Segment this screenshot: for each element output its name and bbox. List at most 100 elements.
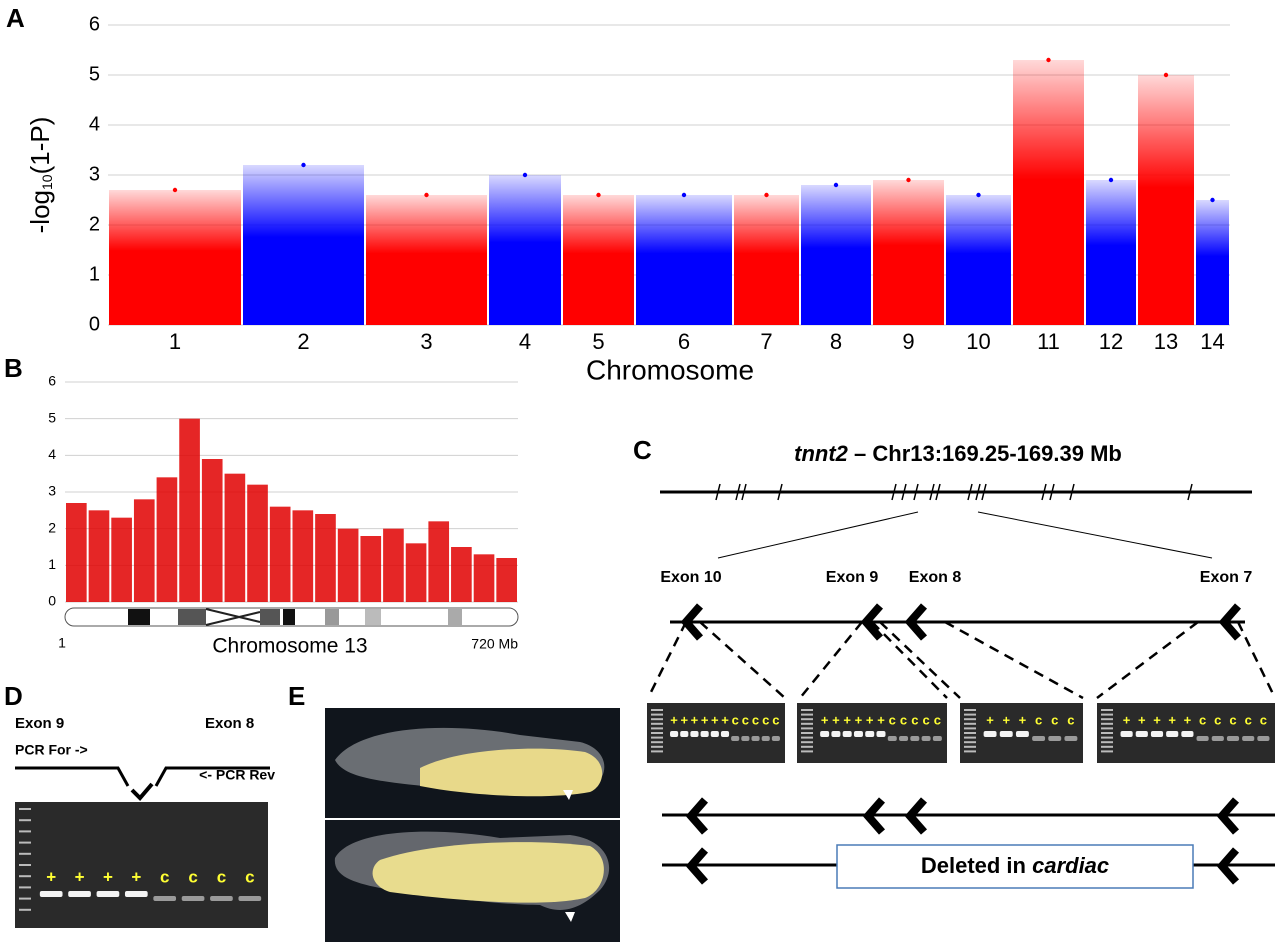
panel-letter: C: [633, 435, 652, 465]
lane-label: +: [1138, 712, 1146, 727]
y-tick-label: 5: [89, 63, 100, 85]
bin-bar: [428, 521, 450, 602]
lane-label: +: [843, 712, 851, 727]
gel-band: [1211, 736, 1224, 741]
lane-label: c: [762, 712, 769, 727]
bin-bar: [66, 503, 87, 602]
lane-label: +: [821, 712, 829, 727]
ladder-band: [19, 808, 31, 810]
y-tick-label: 3: [48, 483, 56, 499]
gel-band: [853, 731, 863, 737]
lane-label: c: [1051, 712, 1058, 727]
gel-band: [720, 731, 730, 737]
gel-band: [210, 896, 233, 901]
x-tick-label: 5: [592, 329, 604, 354]
gel-band: [731, 736, 740, 741]
ladder-band: [1101, 722, 1113, 725]
ladder-band: [651, 718, 663, 721]
lane-label: +: [46, 867, 56, 886]
chromosome-points: [489, 175, 561, 325]
peak-point: [1108, 177, 1114, 183]
bin-bar: [224, 473, 246, 602]
gel-band: [181, 896, 205, 901]
lane-label: +: [877, 712, 885, 727]
gel-band: [1166, 731, 1179, 737]
gel-band: [910, 736, 920, 741]
y-label-part: -log: [25, 190, 55, 233]
y-axis-label: -log10(1-P): [25, 117, 55, 234]
bin-bar: [383, 528, 404, 602]
x-tick-label: 14: [1200, 329, 1224, 354]
lane-label: c: [1229, 712, 1236, 727]
ladder-band: [1101, 713, 1113, 716]
gel-band: [876, 731, 886, 737]
gel-band: [1120, 731, 1133, 737]
peak-point: [424, 192, 429, 198]
exon-label: Exon 9: [15, 715, 64, 732]
gel-band: [124, 891, 148, 897]
bin-bar: [201, 459, 223, 602]
chromosome-points: [366, 195, 487, 325]
deletion-label: Deleted in cardiac: [921, 853, 1109, 878]
lane-label: +: [1168, 712, 1176, 727]
gel-band: [1196, 736, 1209, 741]
ladder-band: [1101, 727, 1113, 730]
lane-label: +: [986, 712, 994, 727]
ladder-band: [801, 736, 813, 739]
ladder-band: [964, 727, 976, 730]
ladder-band: [651, 722, 663, 725]
chromosome-points: [946, 195, 1011, 325]
gel-band: [1226, 736, 1240, 741]
ladder-band: [801, 718, 813, 721]
x-start-label: 1: [58, 635, 66, 651]
ladder-band: [1101, 745, 1113, 748]
x-tick-label: 7: [760, 329, 772, 354]
lane-label: +: [1184, 712, 1192, 727]
x-axis-label: Chromosome 13: [212, 635, 367, 658]
x-tick-label: 10: [966, 329, 990, 354]
ladder-band: [19, 875, 31, 878]
lane-label: c: [188, 867, 197, 886]
x-tick-label: 1: [169, 329, 181, 354]
gel-band: [1150, 731, 1164, 737]
lane-label: c: [732, 712, 739, 727]
gel-band: [1064, 736, 1078, 741]
x-tick-label: 13: [1154, 329, 1178, 354]
gel-image: [15, 802, 268, 928]
peak-point: [681, 192, 687, 198]
gel-band: [153, 896, 177, 901]
peak-point: [833, 182, 839, 188]
y-tick-label: 0: [48, 593, 56, 609]
ladder-band: [651, 727, 663, 730]
x-tick-label: 12: [1099, 329, 1123, 354]
gene-title: tnnt2 – Chr13:169.25-169.39 Mb: [794, 441, 1122, 466]
lane-label: c: [934, 712, 941, 727]
lane-label: c: [900, 712, 907, 727]
ladder-band: [19, 886, 31, 889]
panel-letter: D: [4, 681, 23, 711]
lane-label: c: [1067, 712, 1074, 727]
y-tick-label: 6: [48, 373, 56, 389]
x-tick-label: 2: [297, 329, 309, 354]
ladder-band: [964, 722, 976, 725]
exon-label: Exon 7: [1200, 569, 1253, 586]
bin-bar: [269, 506, 291, 602]
y-tick-label: 0: [89, 313, 100, 335]
ladder-band: [651, 736, 663, 739]
gel-band: [741, 736, 750, 741]
ladder-band: [651, 713, 663, 716]
lane-label: +: [1153, 712, 1161, 727]
primer-line: [15, 766, 270, 787]
ladder-band: [801, 713, 813, 716]
lane-label: +: [711, 712, 719, 727]
gel-band: [842, 731, 852, 737]
lane-label: c: [772, 712, 779, 727]
y-tick-label: 5: [48, 409, 56, 425]
lane-label: c: [889, 712, 896, 727]
bin-bar: [496, 558, 517, 602]
chromosome-points: [636, 195, 732, 325]
deletion-strain: cardiac: [1032, 853, 1109, 878]
ladder-band: [964, 713, 976, 716]
ladder-band: [801, 709, 813, 711]
